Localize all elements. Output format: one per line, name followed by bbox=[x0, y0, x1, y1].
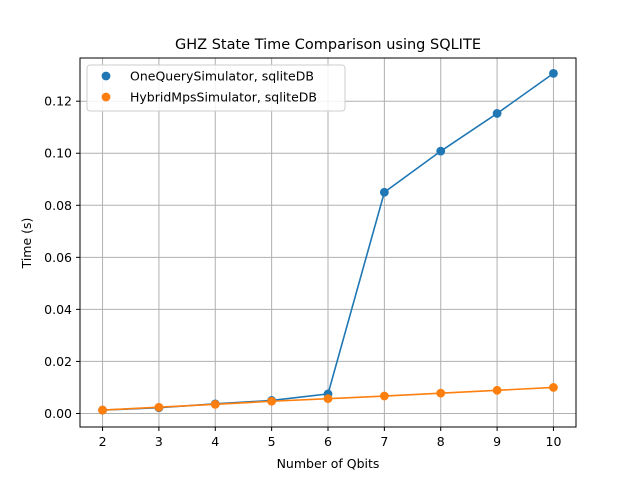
y-tick-label: 0.10 bbox=[44, 146, 72, 161]
data-point-series-2 bbox=[436, 388, 446, 398]
y-tick-label: 0.02 bbox=[44, 354, 72, 369]
chart-title: GHZ State Time Comparison using SQLITE bbox=[175, 37, 481, 53]
data-point-series-2 bbox=[98, 405, 107, 415]
data-point-series-2 bbox=[549, 383, 558, 392]
legend-label-1: OneQuerySimulator, sqliteDB bbox=[130, 69, 314, 84]
legend-marker-2 bbox=[101, 92, 111, 102]
data-point-series-2 bbox=[323, 394, 333, 404]
legend: OneQuerySimulator, sqliteDB HybridMpsSimu… bbox=[86, 64, 346, 112]
x-tick-label: 7 bbox=[380, 434, 388, 449]
x-tick-label: 10 bbox=[546, 434, 562, 449]
data-point-series-1 bbox=[379, 187, 389, 197]
data-point-series-2 bbox=[210, 399, 220, 409]
x-tick-label: 2 bbox=[99, 434, 107, 449]
data-point-series-2 bbox=[492, 385, 502, 395]
y-tick-label: 0.06 bbox=[44, 250, 72, 265]
data-point-series-2 bbox=[379, 391, 389, 401]
x-tick-label: 3 bbox=[155, 434, 163, 449]
y-tick-label: 0.00 bbox=[44, 406, 72, 421]
legend-marker-1 bbox=[101, 71, 111, 81]
legend-box bbox=[86, 64, 346, 112]
y-axis-label: Time (s) bbox=[19, 218, 34, 270]
data-point-series-1 bbox=[549, 68, 558, 78]
data-point-series-2 bbox=[154, 402, 164, 412]
x-axis-label: Number of Qbits bbox=[277, 456, 380, 471]
x-tick-label: 5 bbox=[268, 434, 276, 449]
data-point-series-1 bbox=[436, 146, 446, 156]
x-tick-label: 8 bbox=[437, 434, 445, 449]
y-tick-label: 0.04 bbox=[44, 302, 72, 317]
y-tick-label: 0.08 bbox=[44, 198, 72, 213]
data-point-series-2 bbox=[267, 396, 277, 406]
x-tick-label: 4 bbox=[211, 434, 219, 449]
data-point-series-1 bbox=[492, 109, 502, 118]
x-tick-label: 6 bbox=[324, 434, 332, 449]
plot-area: 2 3 4 5 6 7 8 9 10 0.00 0.02 0.04 0.06 0.08 0.10 0.12 bbox=[44, 57, 577, 449]
x-tick-label: 9 bbox=[493, 434, 501, 449]
y-tick-label: 0.12 bbox=[44, 94, 72, 109]
legend-label-2: HybridMpsSimulator, sqliteDB bbox=[130, 90, 317, 105]
